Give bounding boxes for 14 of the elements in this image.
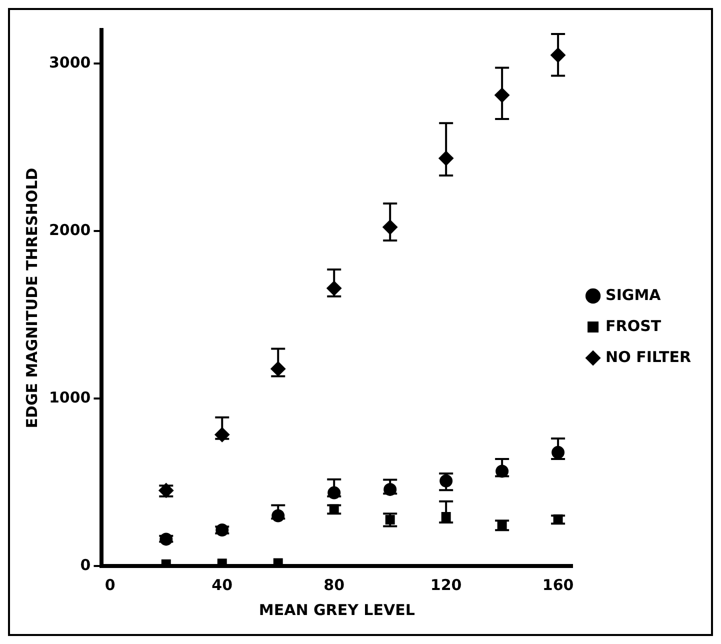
x-tick-label: 0 <box>104 576 116 594</box>
legend-label: SIGMA <box>606 286 662 304</box>
x-axis-title: MEAN GREY LEVEL <box>258 600 416 619</box>
x-tick-label: 160 <box>542 576 574 594</box>
y-tick-label: 0 <box>80 556 91 574</box>
y-axis-title: EDGE MAGNITUDE THRESHOLD <box>22 168 41 428</box>
y-tick-label: 3000 <box>49 53 91 72</box>
legend-label: NO FILTER <box>606 348 692 366</box>
x-tick-label: 40 <box>212 576 233 594</box>
x-tick-label: 120 <box>430 576 462 594</box>
x-tick-label: 80 <box>324 576 345 594</box>
legend-label: FROST <box>606 316 662 335</box>
y-tick-label: 2000 <box>49 220 91 239</box>
y-tick-label: 1000 <box>49 388 91 406</box>
